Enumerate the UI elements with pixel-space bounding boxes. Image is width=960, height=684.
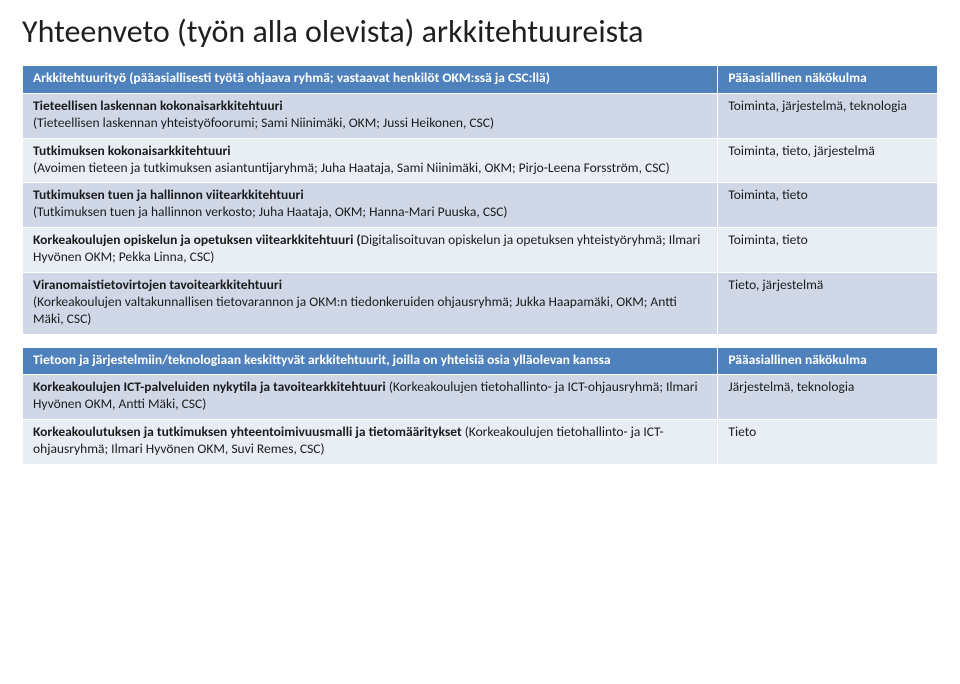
table-row: Viranomaistietovirtojen tavoitearkkiteht… [23,272,938,334]
table-row: Korkeakoulujen opiskelun ja opetuksen vi… [23,228,938,273]
page-title: Yhteenveto (työn alla olevista) arkkiteh… [22,12,938,51]
row-title: Korkeakoulutuksen ja tutkimuksen yhteent… [33,423,465,440]
header-right: Pääasiallinen näkökulma [718,66,938,94]
cell-left: Korkeakoulujen ICT-palveluiden nykytila … [23,375,718,420]
cell-left: Viranomaistietovirtojen tavoitearkkiteht… [23,272,718,334]
architecture-table-1: Arkkitehtuurityö (pääasiallisesti työtä … [22,65,938,335]
cell-left: Tutkimuksen kokonaisarkkitehtuuri (Avoim… [23,138,718,183]
cell-left: Korkeakoulujen opiskelun ja opetuksen vi… [23,228,718,273]
header-right: Pääasiallinen näkökulma [718,347,938,375]
table-row: Tieteellisen laskennan kokonaisarkkiteht… [23,93,938,138]
cell-left: Tutkimuksen tuen ja hallinnon viitearkki… [23,183,718,228]
cell-right: Tieto [718,420,938,465]
architecture-table-2: Tietoon ja järjestelmiin/teknologiaan ke… [22,347,938,465]
row-title: Korkeakoulujen opiskelun ja opetuksen vi… [33,231,361,248]
row-title: Tutkimuksen tuen ja hallinnon viitearkki… [33,186,304,203]
table-row: Tutkimuksen kokonaisarkkitehtuuri (Avoim… [23,138,938,183]
row-detail: (Tieteellisen laskennan yhteistyöfoorumi… [33,114,494,131]
cell-right: Järjestelmä, teknologia [718,375,938,420]
table-header-row: Tietoon ja järjestelmiin/teknologiaan ke… [23,347,938,375]
cell-right: Toiminta, tieto, järjestelmä [718,138,938,183]
row-title: Korkeakoulujen ICT-palveluiden nykytila … [33,378,389,395]
row-title: Tutkimuksen kokonaisarkkitehtuuri [33,142,231,159]
header-left: Tietoon ja järjestelmiin/teknologiaan ke… [23,347,718,375]
table-header-row: Arkkitehtuurityö (pääasiallisesti työtä … [23,66,938,94]
row-detail: (Tutkimuksen tuen ja hallinnon verkosto;… [33,203,508,220]
row-detail: (Avoimen tieteen ja tutkimuksen asiantun… [33,159,670,176]
row-detail: (Korkeakoulujen valtakunnallisen tietova… [33,293,677,327]
spacer [22,335,938,347]
cell-right: Tieto, järjestelmä [718,272,938,334]
header-left: Arkkitehtuurityö (pääasiallisesti työtä … [23,66,718,94]
table-row: Tutkimuksen tuen ja hallinnon viitearkki… [23,183,938,228]
row-title: Tieteellisen laskennan kokonaisarkkiteht… [33,97,283,114]
cell-right: Toiminta, tieto [718,183,938,228]
row-title: Viranomaistietovirtojen tavoitearkkiteht… [33,276,282,293]
cell-right: Toiminta, järjestelmä, teknologia [718,93,938,138]
table-row: Korkeakoulujen ICT-palveluiden nykytila … [23,375,938,420]
table-row: Korkeakoulutuksen ja tutkimuksen yhteent… [23,420,938,465]
cell-right: Toiminta, tieto [718,228,938,273]
cell-left: Tieteellisen laskennan kokonaisarkkiteht… [23,93,718,138]
cell-left: Korkeakoulutuksen ja tutkimuksen yhteent… [23,420,718,465]
